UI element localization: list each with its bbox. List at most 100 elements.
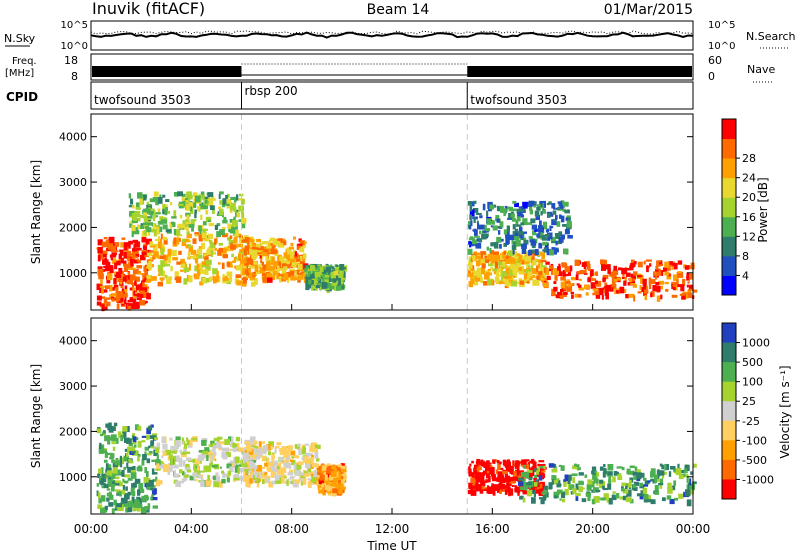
echo-cell	[162, 224, 168, 230]
echo-cell	[180, 223, 185, 229]
echo-cell	[495, 262, 499, 269]
echo-cell	[140, 254, 146, 261]
echo-cell	[123, 263, 129, 267]
echo-cell	[222, 472, 226, 479]
colorbar-tick-label: 1000	[742, 337, 770, 350]
echo-cell	[515, 239, 521, 247]
echo-cell	[129, 211, 134, 217]
colorbar-tick-label: 20	[742, 191, 756, 204]
echo-cell	[316, 458, 320, 462]
echo-cell	[566, 474, 572, 481]
echo-cell	[618, 267, 623, 271]
echo-cell	[504, 279, 509, 286]
echo-cell	[313, 448, 318, 453]
echo-cell	[527, 271, 533, 277]
echo-cell	[294, 251, 297, 257]
echo-cell	[541, 470, 546, 473]
echo-cell	[155, 476, 158, 481]
echo-cell	[584, 272, 588, 275]
echo-cell	[197, 248, 203, 255]
echo-cell	[116, 503, 123, 508]
echo-cell	[175, 440, 181, 447]
echo-cell	[648, 283, 652, 290]
echo-cell	[555, 247, 559, 253]
echo-cell	[199, 203, 203, 210]
echo-cell	[487, 268, 491, 271]
echo-cell	[153, 229, 157, 237]
echo-cell	[499, 221, 504, 228]
echo-cell	[201, 439, 207, 446]
echo-cell	[514, 490, 521, 493]
echo-cell	[156, 463, 160, 469]
echo-cell	[234, 466, 239, 473]
echo-cell	[515, 219, 519, 225]
echo-cell	[203, 235, 210, 242]
echo-cell	[193, 253, 197, 257]
echo-cell	[663, 267, 667, 272]
echo-cell	[507, 217, 513, 220]
echo-cell	[486, 470, 490, 474]
echo-cell	[503, 250, 507, 255]
echo-cell	[137, 292, 141, 298]
echo-cell	[203, 205, 208, 209]
echo-cell	[123, 455, 129, 462]
colorbar-tick-label: 25	[742, 395, 756, 408]
echo-cell	[275, 477, 282, 484]
echo-cell	[199, 281, 204, 286]
echo-cell	[243, 249, 247, 256]
echo-cell	[204, 453, 207, 456]
echo-cell	[484, 224, 487, 231]
echo-cell	[285, 259, 291, 265]
colorbar-swatch	[722, 138, 736, 159]
echo-cell	[130, 260, 134, 267]
echo-cell	[321, 278, 324, 285]
echo-cell	[117, 291, 124, 298]
echo-cell	[545, 261, 550, 265]
echo-cell	[238, 219, 244, 222]
echo-cell	[514, 250, 518, 257]
echo-cell	[300, 472, 304, 476]
echo-cell	[299, 272, 303, 275]
echo-cell	[270, 445, 274, 450]
echo-cell	[467, 270, 471, 273]
echo-cell	[287, 472, 294, 476]
echo-cell	[687, 289, 691, 294]
echo-cell	[158, 460, 164, 467]
echo-cell	[135, 294, 138, 297]
echo-cell	[317, 277, 320, 281]
echo-cell	[102, 254, 107, 258]
echo-cell	[692, 463, 697, 468]
echo-cell	[692, 289, 698, 293]
echo-cell	[146, 293, 151, 300]
echo-cell	[144, 254, 149, 258]
echo-cell	[318, 479, 324, 485]
echo-cell	[171, 249, 177, 257]
echo-cell	[489, 204, 495, 210]
echo-cell	[103, 484, 109, 489]
echo-cell	[124, 243, 128, 251]
echo-cell	[127, 259, 130, 262]
echo-cell	[673, 274, 679, 281]
echo-cell	[202, 450, 208, 455]
echo-cell	[329, 469, 334, 473]
echo-cell	[531, 256, 535, 263]
echo-cell	[671, 485, 676, 491]
echo-cell	[114, 460, 120, 466]
echo-cell	[658, 280, 664, 285]
echo-cell	[185, 197, 188, 200]
echo-cell	[186, 437, 189, 442]
echo-cell	[549, 482, 553, 485]
colorbar-swatch	[722, 255, 736, 276]
echo-cell	[250, 462, 255, 469]
x-tick-label: 04:00	[174, 522, 209, 536]
echo-cell	[98, 498, 102, 504]
echo-cell	[564, 488, 569, 496]
echo-cell	[470, 220, 473, 227]
echo-cell	[318, 465, 323, 468]
colorbar-frame	[721, 118, 737, 296]
echo-cell	[572, 465, 577, 470]
echo-cell	[105, 265, 110, 272]
echo-cell	[336, 280, 340, 283]
echo-cell	[121, 237, 126, 240]
